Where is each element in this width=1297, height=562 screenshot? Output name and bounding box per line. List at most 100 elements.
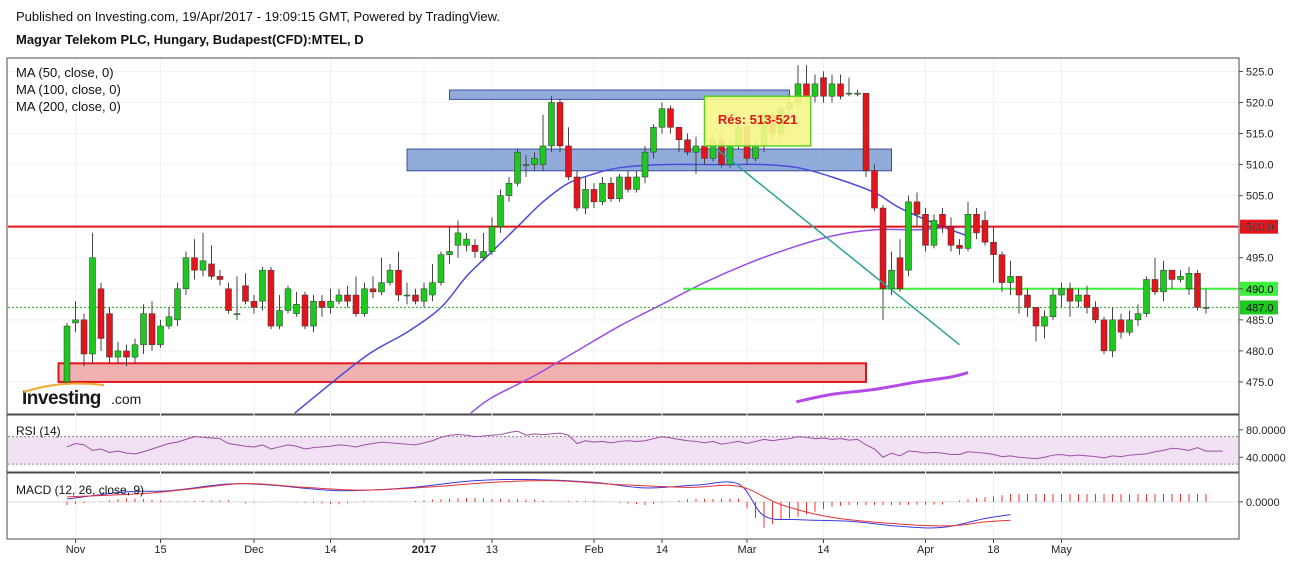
candle[interactable] [131,338,139,364]
candle[interactable] [97,282,105,351]
candle[interactable] [480,232,487,261]
candle[interactable] [429,263,436,302]
candle[interactable] [225,282,232,314]
candle[interactable] [1151,257,1159,295]
downtrend-line[interactable] [712,145,960,346]
candle[interactable] [514,149,521,187]
candle[interactable] [395,251,402,302]
candle[interactable] [157,319,164,348]
candle[interactable] [582,177,589,215]
candle[interactable] [658,102,666,134]
candle[interactable] [888,251,895,295]
candle[interactable] [327,288,334,314]
candle[interactable] [930,214,938,249]
candle[interactable] [539,114,547,171]
candle[interactable] [233,276,241,320]
candle[interactable] [497,189,504,233]
candle[interactable] [879,204,887,320]
candle[interactable] [599,177,606,205]
candle[interactable] [1024,288,1031,317]
candle[interactable] [837,74,844,100]
candle[interactable] [352,276,360,317]
candle[interactable] [607,177,615,202]
candle[interactable] [208,245,215,280]
candle[interactable] [1194,270,1201,311]
candle[interactable] [412,288,419,305]
candle[interactable] [80,313,88,367]
candle[interactable] [63,322,71,386]
candle[interactable] [403,282,411,305]
candle[interactable] [1160,260,1167,302]
candle[interactable] [981,211,989,246]
candle[interactable] [973,208,980,240]
candle[interactable] [140,304,147,354]
candle[interactable] [106,307,113,364]
candle[interactable] [191,239,198,280]
candle[interactable] [378,257,385,295]
candle[interactable] [845,77,853,97]
candle[interactable] [667,105,674,134]
candle[interactable] [259,267,266,311]
candle[interactable] [624,170,632,193]
candle[interactable] [148,301,156,351]
candle[interactable] [420,282,428,308]
candle[interactable] [633,170,640,193]
candle[interactable] [1168,269,1176,289]
candle[interactable] [1083,285,1091,314]
candle[interactable] [1049,288,1057,320]
candle[interactable] [964,201,972,252]
candle[interactable] [276,295,283,330]
candle[interactable] [293,291,300,317]
candle[interactable] [361,282,368,317]
candle[interactable] [641,145,649,184]
candle[interactable] [1100,316,1108,354]
candle[interactable] [811,74,819,103]
candle[interactable] [1134,304,1142,327]
candle[interactable] [114,341,122,364]
candle[interactable] [344,285,351,308]
candle[interactable] [242,273,249,305]
candle[interactable] [828,74,836,103]
candle[interactable] [1126,310,1133,336]
candle[interactable] [675,127,683,153]
candle[interactable] [505,177,513,202]
candle[interactable] [556,99,564,153]
candle[interactable] [454,220,462,258]
candle[interactable] [199,232,207,277]
candle[interactable] [862,92,870,177]
candle[interactable] [369,276,377,299]
candle[interactable] [318,295,326,317]
candle[interactable] [463,232,470,252]
candle[interactable] [1185,267,1193,295]
candle[interactable] [1109,307,1116,358]
candle[interactable] [854,90,861,97]
candle[interactable] [165,307,173,330]
candle[interactable] [182,251,190,295]
candle[interactable] [250,295,258,314]
candle[interactable] [905,195,912,277]
candle[interactable] [1117,313,1125,339]
candle[interactable] [267,267,275,330]
candle[interactable] [488,217,496,255]
candle[interactable] [990,226,997,283]
candle[interactable] [650,124,657,159]
candle[interactable] [896,239,904,292]
candle[interactable] [913,192,921,227]
candle[interactable] [1075,288,1082,308]
candle[interactable] [922,208,929,252]
candle[interactable] [471,239,479,258]
candle[interactable] [89,232,96,364]
candle[interactable] [692,136,700,174]
candle[interactable] [1007,260,1014,295]
candle[interactable] [1041,310,1048,339]
candle[interactable] [335,288,343,305]
candle[interactable] [531,152,538,171]
candle[interactable] [998,251,1006,292]
candle[interactable] [548,96,555,153]
candle[interactable] [386,263,394,286]
candle[interactable] [284,285,292,314]
candle[interactable] [871,164,878,212]
candle[interactable] [947,217,955,252]
candle[interactable] [123,344,130,367]
candle[interactable] [573,170,581,212]
